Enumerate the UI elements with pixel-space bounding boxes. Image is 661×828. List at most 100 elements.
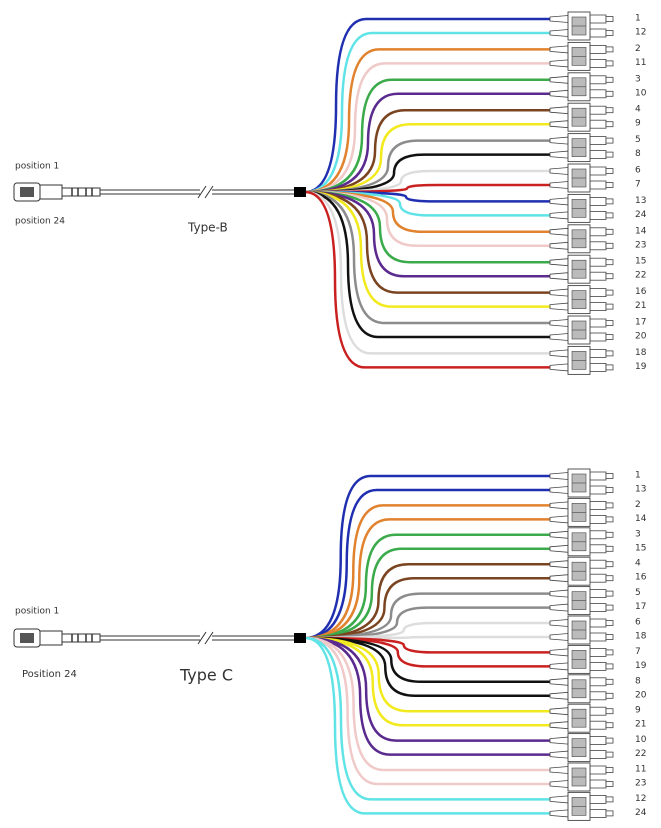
port-label: 24: [635, 210, 647, 220]
lc-ferrule: [589, 530, 607, 540]
lc-boot: [549, 750, 569, 759]
fiber: [304, 190, 552, 355]
lc-tip: [605, 531, 614, 538]
lc-boot: [549, 603, 569, 612]
port-label: 10: [635, 88, 647, 98]
lc-tip: [605, 259, 614, 266]
cable-break: [197, 631, 214, 645]
lc-ferrule: [589, 227, 607, 237]
port-label: 6: [635, 618, 641, 628]
position-label: position 1: [15, 162, 59, 172]
lc-tip: [605, 46, 614, 53]
lc-boot: [549, 619, 569, 627]
port-label: 5: [635, 135, 641, 145]
lc-boot: [549, 795, 569, 804]
lc-ferrule: [589, 750, 607, 759]
lc-connector: [549, 133, 614, 163]
lc-boot: [549, 501, 569, 510]
lc-connector: [549, 345, 614, 375]
port-label: 20: [635, 332, 647, 342]
fibers: [304, 17, 552, 369]
mpo-boot: [61, 633, 101, 643]
lc-ferrule: [589, 28, 607, 38]
port-label: 9: [635, 706, 641, 716]
port-label: 14: [635, 514, 647, 524]
lc-connector: [549, 102, 614, 132]
lc-boot: [549, 544, 569, 553]
port-label: 21: [635, 720, 646, 730]
lc-tip: [605, 320, 614, 326]
lc-ferrule: [589, 150, 607, 160]
lc-tip: [605, 90, 614, 97]
port-label: 12: [635, 794, 646, 804]
fiber: [304, 78, 552, 194]
lc-boot: [549, 241, 569, 250]
lc-ferrule: [589, 89, 607, 99]
port-label: 7: [635, 647, 641, 657]
lc-tip: [605, 678, 614, 685]
fiber: [304, 31, 552, 194]
lc-boot: [549, 662, 569, 671]
lc-tip: [605, 303, 614, 310]
fiber: [304, 17, 552, 194]
lc-connector: [549, 733, 614, 763]
lc-boot: [549, 589, 569, 598]
type-label: Type C: [179, 666, 233, 685]
lc-boot: [549, 780, 569, 788]
lc-tip: [605, 692, 614, 699]
lc-connector: [549, 315, 614, 345]
type-label: Type-B: [187, 221, 228, 235]
fiber: [304, 190, 552, 308]
fiber: [304, 636, 552, 772]
port-label: 23: [635, 779, 646, 789]
lc-boot: [549, 721, 569, 730]
lc-tip: [605, 107, 614, 114]
lc-ferrule: [589, 288, 607, 298]
lc-tip: [605, 604, 614, 611]
lc-boot: [549, 45, 569, 54]
port-label: 8: [635, 149, 641, 159]
fibers: [304, 474, 552, 815]
lc-boot: [549, 809, 569, 818]
lc-boot: [549, 633, 569, 641]
lc-boot: [549, 530, 569, 539]
lc-tip: [605, 121, 614, 128]
lc-ferrule: [589, 332, 607, 342]
lc-ferrule: [589, 471, 607, 481]
lc-tip: [605, 502, 614, 509]
lc-ferrule: [589, 736, 607, 745]
lc-ferrule: [589, 662, 607, 671]
lc-boot: [549, 15, 569, 23]
lc-tip: [605, 198, 614, 205]
mpo-key: [20, 633, 34, 643]
fiber: [304, 190, 552, 369]
lc-tip: [605, 242, 614, 249]
position-label: position 1: [15, 607, 59, 617]
lc-boot: [549, 106, 569, 115]
port-label: 20: [635, 690, 647, 700]
lc-boot: [549, 736, 569, 745]
port-label: 3: [635, 74, 641, 84]
lc-boot: [549, 181, 569, 189]
lc-ferrule: [589, 318, 607, 328]
fiber: [304, 636, 552, 801]
lc-boot: [549, 59, 569, 68]
fiber: [304, 488, 552, 640]
fiber: [304, 92, 552, 194]
lc-ferrule: [589, 544, 607, 554]
lc-tip: [605, 751, 614, 758]
lc-tip: [605, 334, 614, 340]
lc-ferrule: [589, 589, 607, 598]
lc-boot: [549, 677, 569, 686]
lc-ferrule: [589, 795, 607, 804]
port-label: 9: [635, 119, 641, 129]
lc-connector: [549, 41, 614, 71]
lc-ferrule: [589, 14, 607, 24]
lc-ferrule: [589, 105, 607, 115]
fanout-boot: [294, 633, 306, 643]
lc-ferrule: [589, 500, 607, 510]
port-label: 4: [635, 105, 641, 115]
port-label: 19: [635, 362, 647, 372]
lc-boot: [549, 258, 569, 267]
breakout-cable: position 1 Position 24 Type C 1 13 2 14 3 15 4 16 5…: [13, 468, 647, 821]
